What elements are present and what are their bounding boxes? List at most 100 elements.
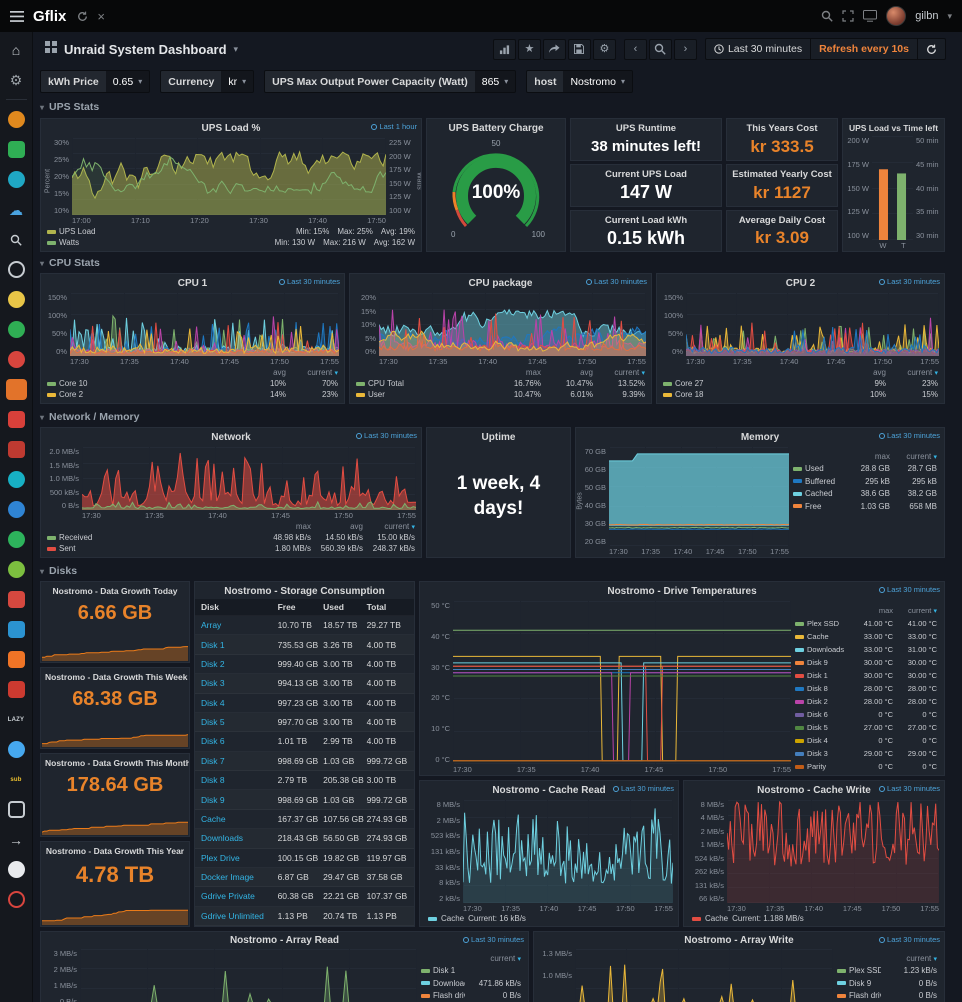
legend-item[interactable]: Downloads471.86 kB/s — [421, 977, 521, 990]
legend-item[interactable]: Disk 8 28.00 °C 28.00 °C — [795, 682, 937, 695]
legend-item[interactable]: Core 10 10% 70% — [47, 378, 338, 389]
disk-link[interactable]: Disk 9 — [201, 794, 225, 805]
network-chart[interactable] — [82, 447, 416, 510]
panel-title[interactable]: Uptime — [481, 432, 516, 443]
add-panel-button[interactable] — [492, 38, 516, 60]
legend-item[interactable]: Core 27 9% 23% — [663, 378, 938, 389]
avatar[interactable] — [886, 6, 907, 26]
legend-item[interactable]: Disk 9 30.00 °C 30.00 °C — [795, 656, 937, 669]
legend-item[interactable]: Disk 2 28.00 °C 28.00 °C — [795, 695, 937, 708]
back-button[interactable]: ‹ — [623, 38, 647, 60]
variable-dropdown[interactable]: 865 ▾ — [474, 71, 516, 92]
panel-title[interactable]: Nostromo - Array Read — [229, 935, 340, 946]
panel-title[interactable]: UPS Runtime — [615, 123, 677, 134]
app-lazy-icon[interactable]: LAZY — [7, 716, 25, 723]
app-teal-circle-icon[interactable] — [6, 169, 27, 190]
legend-item[interactable]: Downloads 33.00 °C 31.00 °C — [795, 643, 937, 656]
legend-item[interactable]: UPS Load Min: 15% Max: 25% Avg: 19% — [47, 226, 415, 237]
panel-title[interactable]: Nostromo - Data Growth Today — [52, 586, 178, 596]
reload-tab-icon[interactable] — [77, 11, 88, 22]
growth-sparkline[interactable] — [42, 719, 189, 747]
legend-item[interactable]: Plex SSD 1.23 kB/s — [837, 965, 937, 978]
github-icon[interactable] — [6, 859, 27, 880]
row-ups-stats[interactable]: ▾ UPS Stats — [40, 101, 100, 113]
legend-item[interactable]: Disk 1 — [421, 965, 521, 978]
legend-item[interactable]: User 10.47% 6.01% 9.39% — [356, 389, 645, 400]
home-icon[interactable]: ⌂ — [11, 41, 21, 58]
panel-title[interactable]: CPU package — [468, 278, 533, 289]
settings-button[interactable]: ⚙ — [592, 38, 616, 60]
legend-item[interactable]: Core 2 14% 23% — [47, 389, 338, 400]
disk-link[interactable]: Disk 5 — [201, 717, 225, 728]
legend-item[interactable]: Disk 1 30.00 °C 30.00 °C — [795, 669, 937, 682]
app-outline-circle-icon[interactable] — [6, 259, 27, 280]
disk-link[interactable]: Plex Drive — [201, 852, 240, 863]
legend-item[interactable]: Core 18 10% 15% — [663, 389, 938, 400]
panel-title[interactable]: Nostromo - Drive Temperatures — [607, 586, 757, 597]
panel-title[interactable]: Memory — [740, 432, 780, 443]
battery-gauge[interactable]: 100% 0 50 100 — [427, 136, 565, 251]
drive-temps-chart[interactable] — [453, 601, 791, 764]
cpu-package-chart[interactable] — [379, 293, 646, 356]
dashboard-title-caret-icon[interactable]: ▾ — [233, 43, 239, 54]
disk-link[interactable]: Array — [201, 620, 222, 631]
settings-icon[interactable]: ⚙ — [9, 71, 23, 88]
brand-logo[interactable]: Gflix — [33, 7, 67, 25]
refresh-button[interactable] — [917, 39, 945, 59]
panel-title[interactable]: Nostromo - Data Growth This Week — [45, 672, 188, 682]
legend[interactable]: Cache Current: 16 kB/s — [420, 914, 678, 926]
app-green-circle-icon[interactable] — [6, 319, 27, 340]
disk-link[interactable]: Disk 4 — [201, 697, 225, 708]
legend-item[interactable]: Disk 3 29.00 °C 29.00 °C — [795, 747, 937, 760]
disk-link[interactable]: Disk 3 — [201, 678, 225, 689]
growth-sparkline[interactable] — [42, 897, 188, 925]
panel-title[interactable]: Network — [211, 432, 251, 443]
save-button[interactable] — [567, 38, 591, 60]
panel-title[interactable]: Nostromo - Storage Consumption — [224, 586, 385, 597]
panel-title[interactable]: Average Daily Cost — [738, 215, 826, 226]
panel-title[interactable]: UPS Load vs Time left — [848, 123, 939, 133]
app-green-circle-2-icon[interactable] — [6, 529, 27, 550]
app-orange-circle-icon[interactable] — [6, 109, 27, 130]
panel-title[interactable]: Estimated Yearly Cost — [732, 169, 832, 180]
ups-bars-chart[interactable] — [872, 136, 913, 240]
legend-item[interactable]: Disk 5 27.00 °C 27.00 °C — [795, 721, 937, 734]
app-green-square-icon[interactable] — [6, 139, 27, 160]
app-red-circle-icon[interactable] — [6, 349, 27, 370]
close-tab-icon[interactable]: × — [97, 8, 105, 24]
legend-item[interactable]: Cache 33.00 °C 33.00 °C — [795, 630, 937, 643]
app-blue-camera-icon[interactable] — [6, 619, 27, 640]
legend-item[interactable]: Cached 38.6 GB 38.2 GB — [793, 488, 937, 501]
zoom-out-button[interactable] — [648, 38, 672, 60]
disk-link[interactable]: Disk 6 — [201, 736, 225, 747]
time-range-picker[interactable]: Last 30 minutes — [706, 39, 810, 59]
panel-title[interactable]: Current UPS Load — [605, 169, 687, 180]
disk-link[interactable]: Disk 1 — [201, 639, 225, 650]
variable-dropdown[interactable]: Nostromo ▾ — [563, 71, 632, 92]
app-cyan-circle-icon[interactable] — [6, 469, 27, 490]
logout-icon[interactable]: → — [9, 831, 23, 848]
legend[interactable]: Cache Current: 1.188 MB/s — [684, 914, 944, 926]
username[interactable]: gilbn — [915, 10, 939, 22]
panel-title[interactable]: CPU 1 — [177, 278, 208, 289]
panel-title[interactable]: Nostromo - Array Write — [684, 935, 794, 946]
menu-icon[interactable] — [10, 10, 24, 22]
legend-item[interactable]: Buffered 295 kB 295 kB — [793, 475, 937, 488]
panel-title[interactable]: Nostromo - Data Growth This Month — [45, 758, 189, 768]
memory-chart[interactable] — [609, 447, 789, 546]
search-icon[interactable] — [821, 10, 833, 22]
search-icon[interactable] — [6, 229, 27, 250]
app-yellow-circle-icon[interactable] — [6, 289, 27, 310]
app-active-orange-icon[interactable] — [5, 379, 27, 400]
panel-title[interactable]: This Years Cost — [746, 123, 818, 134]
app-blue-circle-icon[interactable] — [6, 499, 27, 520]
app-red-ring-icon[interactable] — [6, 889, 27, 910]
app-red-grid-icon[interactable] — [6, 439, 27, 460]
panel-title[interactable]: UPS Load % — [201, 123, 261, 134]
cloud-icon[interactable]: ☁ — [9, 201, 23, 218]
app-blue-drop-icon[interactable] — [6, 739, 27, 760]
app-red-shield-icon[interactable] — [6, 409, 27, 430]
